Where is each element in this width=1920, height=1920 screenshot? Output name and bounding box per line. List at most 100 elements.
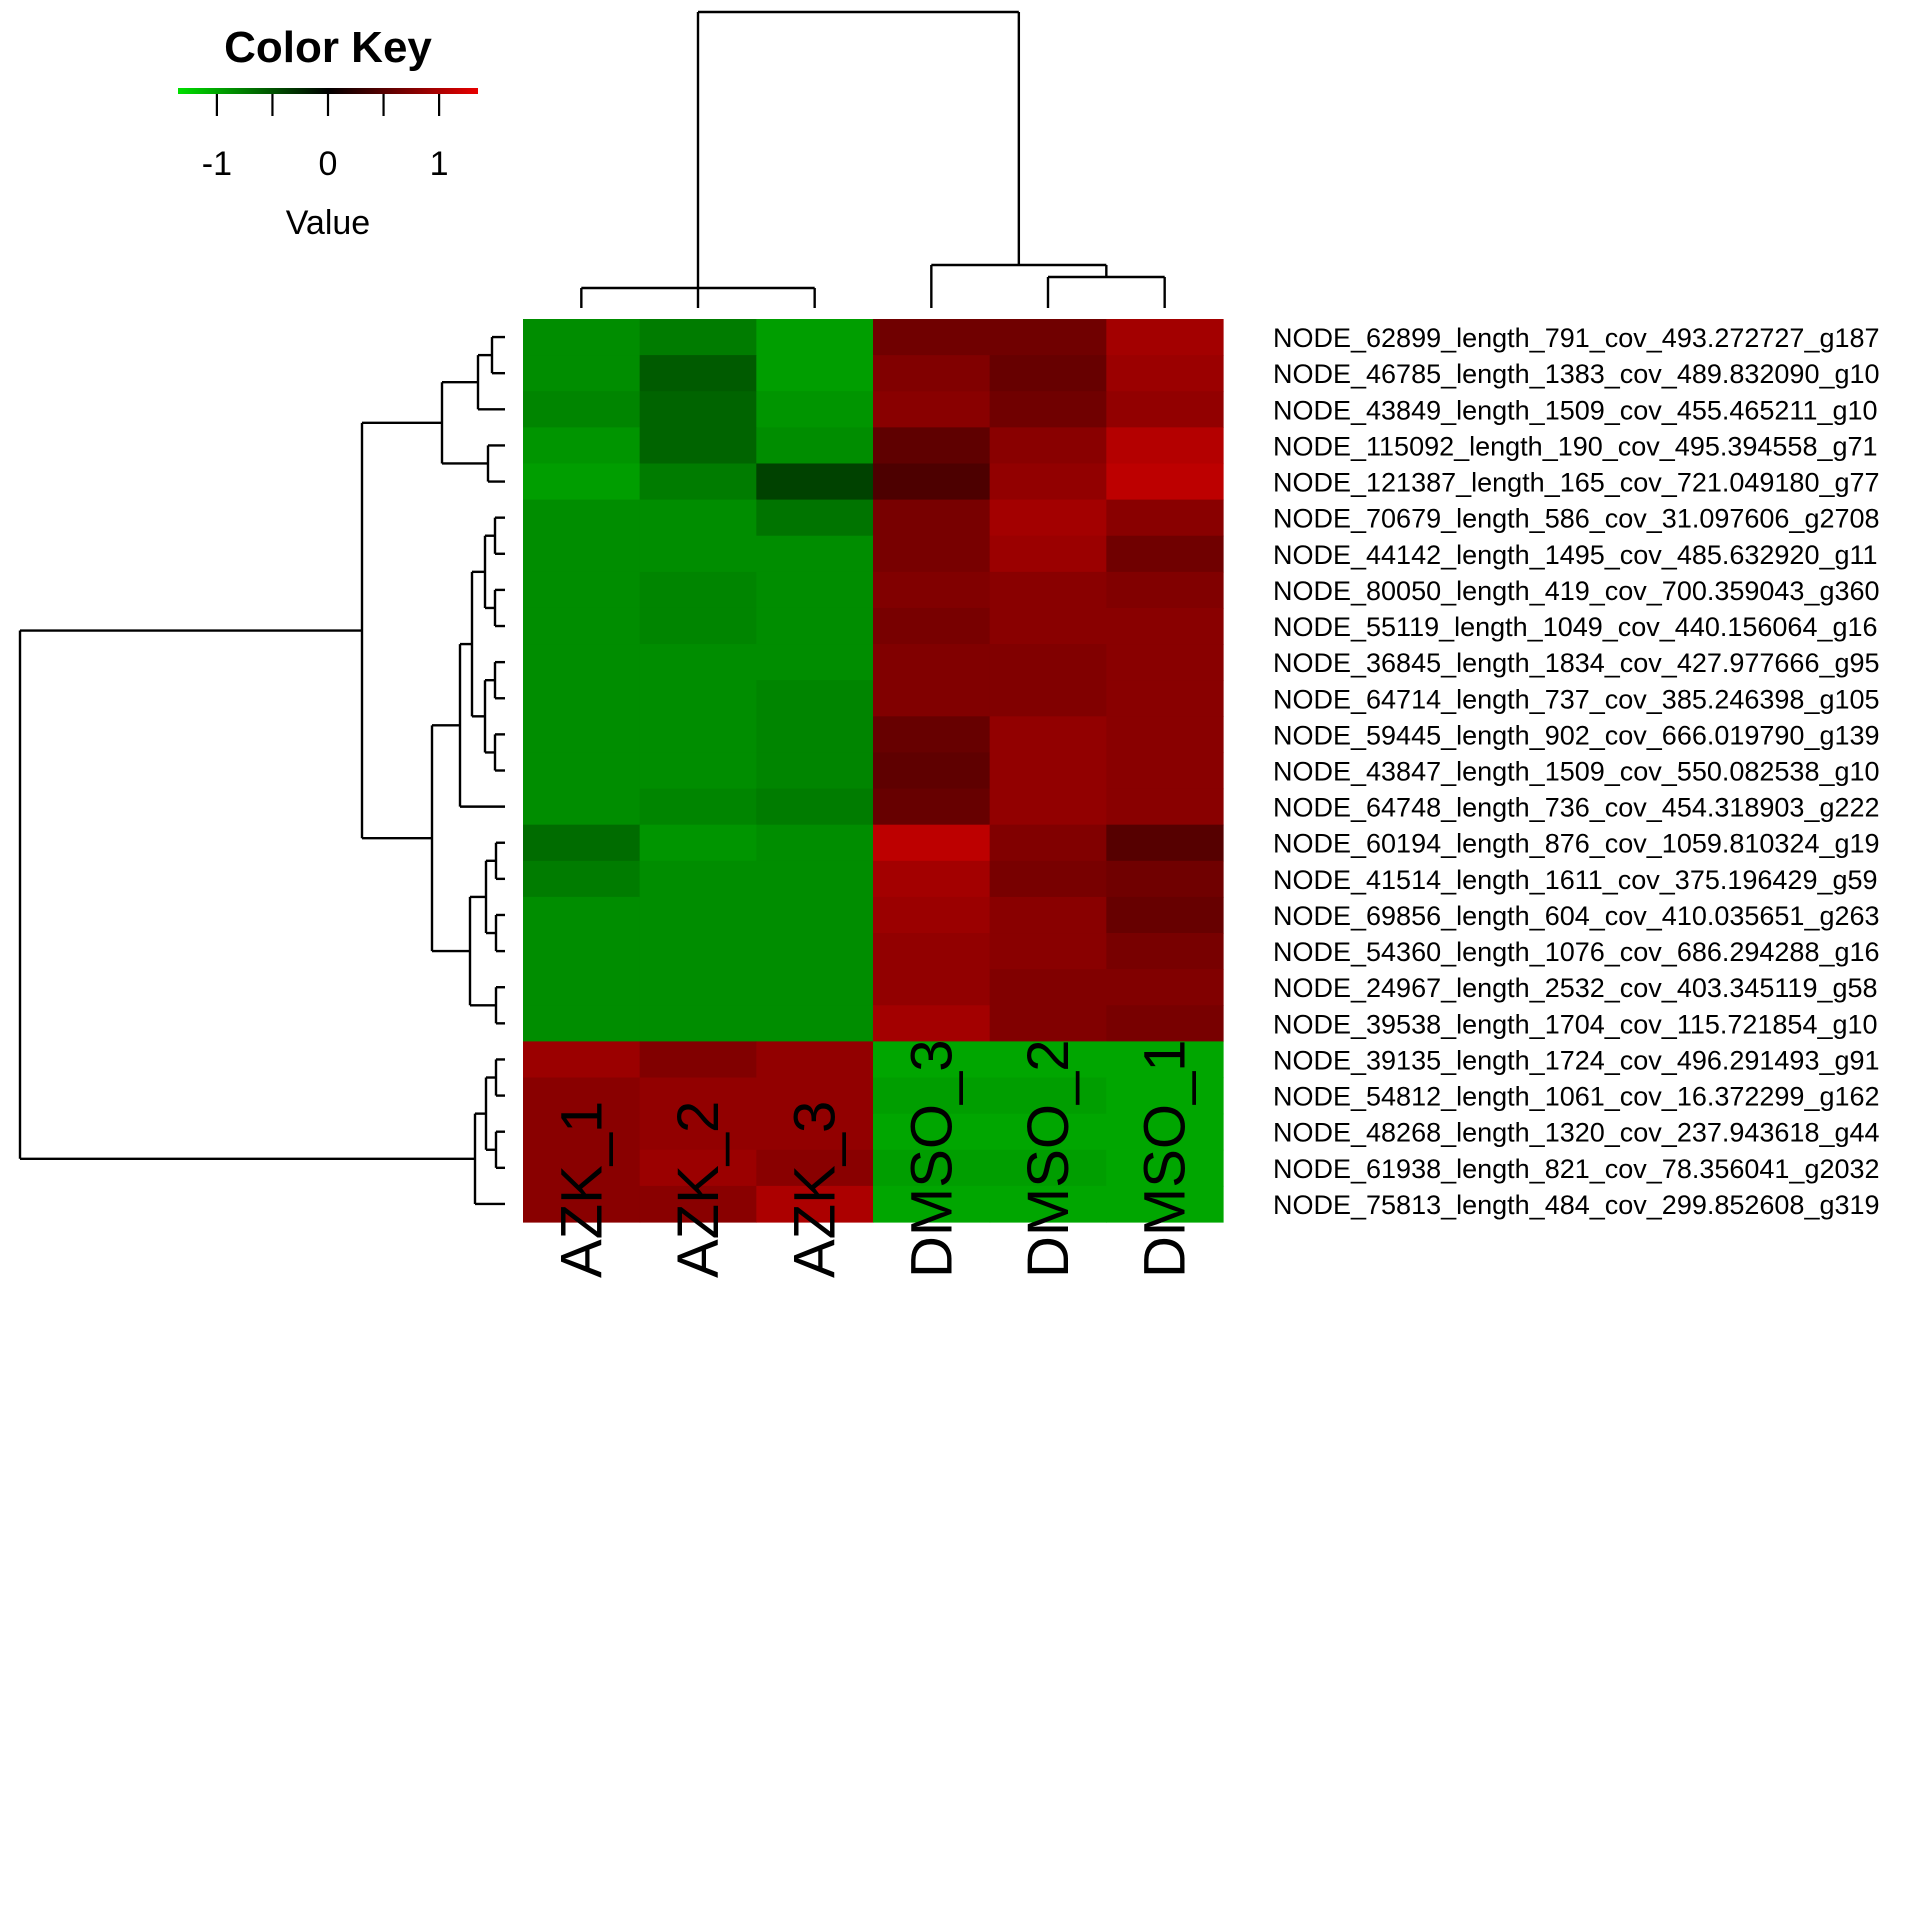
heatmap-cells (523, 319, 1224, 1223)
heatmap-cell (756, 933, 874, 970)
heatmap-cell (1106, 752, 1224, 790)
heatmap-cell (756, 607, 874, 645)
heatmap-cell (639, 355, 757, 392)
heatmap-cell (1106, 1113, 1224, 1151)
heatmap-cell (639, 788, 757, 826)
heatmap-cell (1106, 716, 1224, 754)
row-label: NODE_54812_length_1061_cov_16.372299_g16… (1273, 1082, 1880, 1112)
heatmap-cell (989, 607, 1107, 645)
heatmap-cell (523, 1185, 641, 1223)
heatmap-cell (989, 499, 1107, 537)
heatmap-cell (523, 391, 641, 428)
heatmap-cell (1106, 860, 1224, 898)
heatmap-cell (989, 1113, 1107, 1151)
color-key-ticks: -1 0 1 (202, 94, 449, 183)
row-label: NODE_46785_length_1383_cov_489.832090_g1… (1273, 359, 1880, 389)
color-key-tick-label: 1 (430, 145, 449, 183)
heatmap-cell (756, 535, 874, 573)
heatmap-cell (523, 860, 641, 898)
heatmap-cell (989, 644, 1107, 681)
row-label: NODE_70679_length_586_cov_31.097606_g270… (1273, 504, 1880, 534)
heatmap-cell (1106, 788, 1224, 826)
heatmap-cell (639, 1077, 757, 1115)
heatmap-cell (523, 1149, 641, 1187)
heatmap-cell (1106, 499, 1224, 537)
heatmap-cell (756, 680, 874, 717)
heatmap-cell (989, 535, 1107, 573)
heatmap-cell (873, 1185, 991, 1223)
heatmap-cell (756, 1005, 874, 1042)
heatmap-cell (989, 427, 1107, 465)
heatmap-cell (873, 933, 991, 970)
heatmap-cell (873, 571, 991, 609)
heatmap-cell (1106, 933, 1224, 970)
heatmap-cell (989, 969, 1107, 1006)
row-label: NODE_24967_length_2532_cov_403.345119_g5… (1273, 973, 1878, 1003)
heatmap-cell (1106, 1041, 1224, 1079)
heatmap-cell (523, 969, 641, 1006)
heatmap-cell (639, 499, 757, 537)
row-label: NODE_43847_length_1509_cov_550.082538_g1… (1273, 757, 1880, 787)
heatmap-cell (1106, 355, 1224, 392)
heatmap-cell (523, 933, 641, 970)
heatmap-cell (523, 1005, 641, 1042)
row-label: NODE_61938_length_821_cov_78.356041_g203… (1273, 1154, 1880, 1184)
heatmap-cell (523, 355, 641, 392)
row-label: NODE_44142_length_1495_cov_485.632920_g1… (1273, 540, 1878, 570)
row-label: NODE_36845_length_1834_cov_427.977666_g9… (1273, 648, 1880, 678)
heatmap-cell (523, 788, 641, 826)
row-label: NODE_121387_length_165_cov_721.049180_g7… (1273, 468, 1880, 498)
heatmap-cell (639, 607, 757, 645)
heatmap-cell (756, 1113, 874, 1151)
heatmap-cell (989, 319, 1107, 356)
color-key: Color Key -1 0 1 Value (178, 23, 478, 242)
heatmap-cell (756, 896, 874, 934)
heatmap-cell (756, 716, 874, 754)
heatmap-cell (639, 860, 757, 898)
heatmap-cell (1106, 680, 1224, 717)
heatmap-cell (989, 788, 1107, 826)
row-label: NODE_39538_length_1704_cov_115.721854_g1… (1273, 1009, 1878, 1039)
heatmap-cell (873, 1005, 991, 1042)
heatmap-cell (639, 680, 757, 717)
color-key-title: Color Key (224, 23, 432, 72)
heatmap-cell (639, 535, 757, 573)
heatmap-cell (639, 644, 757, 681)
heatmap-cell (873, 860, 991, 898)
heatmap-cell (523, 644, 641, 681)
row-label: NODE_54360_length_1076_cov_686.294288_g1… (1273, 937, 1880, 967)
heatmap-cell (873, 1149, 991, 1187)
heatmap-cell (873, 644, 991, 681)
heatmap-cell (639, 969, 757, 1006)
heatmap-cell (873, 752, 991, 790)
heatmap-cell (756, 788, 874, 826)
row-labels: NODE_62899_length_791_cov_493.272727_g18… (1273, 323, 1880, 1220)
heatmap-cell (639, 1005, 757, 1042)
heatmap-cell (639, 824, 757, 862)
row-label: NODE_80050_length_419_cov_700.359043_g36… (1273, 576, 1880, 606)
heatmap-cell (523, 824, 641, 862)
heatmap-cell (639, 896, 757, 934)
heatmap-cell (523, 499, 641, 537)
heatmap-cell (989, 752, 1107, 790)
heatmap-cell (1106, 463, 1224, 501)
row-label: NODE_41514_length_1611_cov_375.196429_g5… (1273, 865, 1878, 895)
row-label: NODE_115092_length_190_cov_495.394558_g7… (1273, 431, 1878, 461)
heatmap-cell (639, 752, 757, 790)
heatmap-cell (756, 427, 874, 465)
column-labels: AZK_1 AZK_2 AZK_3 DMSO_3 DMSO_2 DMSO_1 (549, 1039, 1197, 1278)
heatmap-cell (756, 969, 874, 1006)
heatmap-cell (989, 1185, 1107, 1223)
column-label: DMSO_2 (1016, 1039, 1081, 1278)
heatmap-cell (639, 463, 757, 501)
heatmap-cell (989, 933, 1107, 970)
heatmap-cell (639, 427, 757, 465)
heatmap-cell (523, 680, 641, 717)
heatmap-cell (989, 824, 1107, 862)
heatmap-cell (873, 969, 991, 1006)
heatmap-cell (873, 607, 991, 645)
heatmap-cell (523, 896, 641, 934)
column-label: DMSO_1 (1133, 1039, 1198, 1278)
heatmap-cell (523, 571, 641, 609)
heatmap-cell (1106, 535, 1224, 573)
